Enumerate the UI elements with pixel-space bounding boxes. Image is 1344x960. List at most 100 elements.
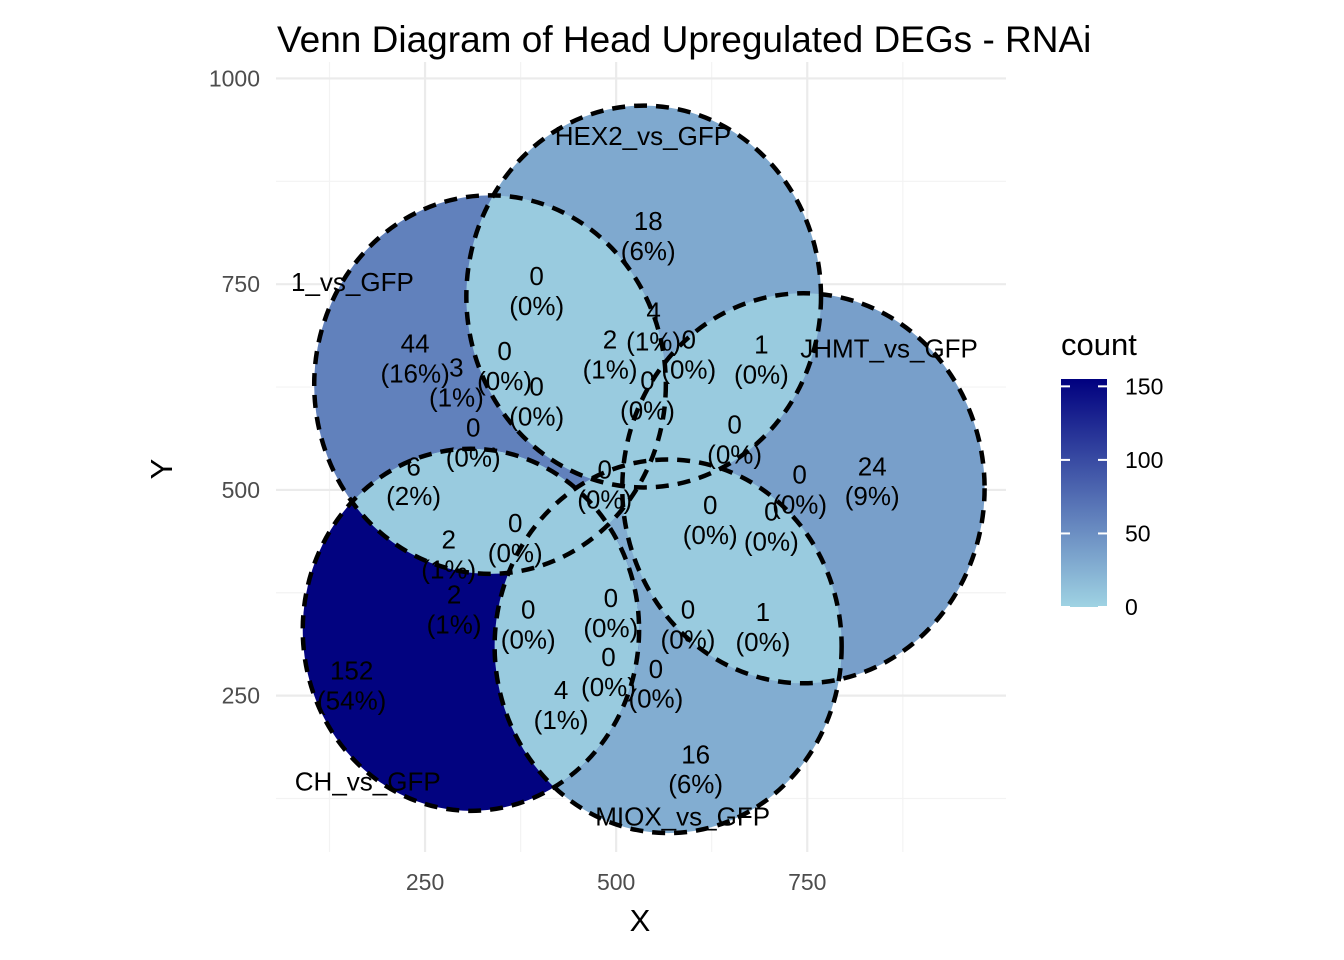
region-count: 0 (682, 325, 696, 355)
region-count: 0 (727, 409, 741, 439)
region-label: 0 (0%) (581, 642, 636, 702)
region-percent: (1%) (429, 382, 484, 412)
region-count: 4 (646, 297, 660, 327)
region-count: 0 (508, 508, 522, 538)
region-label: 24 (9%) (845, 451, 900, 511)
region-percent: (1%) (534, 705, 589, 735)
region-label: 0 (0%) (501, 595, 556, 655)
y-tick-label: 250 (222, 683, 260, 709)
region-count: 4 (554, 675, 568, 705)
set-label: 1_vs_GFP (291, 267, 414, 297)
region-percent: (0%) (628, 684, 683, 714)
region-count: 0 (521, 595, 535, 625)
chart-title: Venn Diagram of Head Upregulated DEGs - … (277, 19, 1091, 60)
region-count: 16 (681, 739, 710, 769)
region-label: 0 (0%) (620, 366, 675, 426)
region-count: 1 (754, 330, 768, 360)
region-label: 3 (1%) (429, 353, 484, 413)
region-percent: (1%) (583, 354, 638, 384)
region-percent: (0%) (509, 291, 564, 321)
region-percent: (0%) (661, 624, 716, 654)
set-label: MIOX_vs_GFP (595, 802, 770, 832)
region-label: 0 (0%) (661, 595, 716, 655)
region-label: 0 (0%) (446, 413, 501, 473)
set-outline-CH_vs_GFP (300, 446, 642, 814)
region-label: 2 (1%) (583, 325, 638, 385)
legend-tick-label: 0 (1125, 594, 1138, 620)
region-count: 0 (640, 366, 654, 396)
region-count: 18 (634, 206, 663, 236)
region-label: 18 (6%) (621, 206, 676, 266)
region-percent: (0%) (581, 672, 636, 702)
legend-tick-label: 150 (1125, 373, 1163, 399)
region-count: 44 (401, 329, 430, 359)
region-label: 0 (0%) (509, 261, 564, 321)
region-percent: (54%) (317, 685, 386, 715)
region-count: 0 (649, 654, 663, 684)
region-count: 2 (442, 525, 456, 555)
region-percent: (1%) (427, 610, 482, 640)
region-label: 0 (0%) (744, 497, 799, 557)
set-outline-JHMT_vs_GFP (620, 290, 987, 686)
region-label: 0 (0%) (707, 409, 762, 469)
region-label: 0 (0%) (488, 508, 543, 568)
region-label: 0 (0%) (772, 460, 827, 520)
y-tick-label: 750 (222, 271, 260, 297)
set-label: HEX2_vs_GFP (555, 121, 731, 151)
region-count: 0 (497, 336, 511, 366)
region-percent: (0%) (661, 354, 716, 384)
region-percent: (0%) (683, 520, 738, 550)
region-count: 0 (604, 583, 618, 613)
region-percent: (0%) (734, 359, 789, 389)
set-outline-1_vs_GFP (311, 193, 669, 577)
x-tick-label: 750 (788, 869, 826, 895)
region-count: 0 (529, 261, 543, 291)
y-tick-label: 1000 (209, 65, 260, 91)
region-count: 2 (603, 325, 617, 355)
region-label: 4 (1%) (626, 297, 681, 357)
region-percent: (6%) (668, 769, 723, 799)
region-label: 1 (0%) (734, 330, 789, 390)
legend-tick-label: 100 (1125, 447, 1163, 473)
region-count: 0 (764, 497, 778, 527)
region-count: 0 (792, 460, 806, 490)
region-count: 152 (330, 655, 373, 685)
region-percent: (0%) (707, 439, 762, 469)
x-axis-label: X (630, 903, 651, 938)
region-label: 44 (16%) (380, 329, 449, 389)
region-percent: (0%) (620, 396, 675, 426)
region-percent: (9%) (845, 481, 900, 511)
region-percent: (0%) (501, 624, 556, 654)
region-label: 1 (0%) (735, 597, 790, 657)
region-percent: (0%) (488, 538, 543, 568)
region-percent: (0%) (744, 526, 799, 556)
region-count: 0 (601, 642, 615, 672)
region-percent: (0%) (509, 401, 564, 431)
legend-title: count (1061, 327, 1137, 362)
y-axis-label: Y (144, 459, 179, 480)
color-legend: count 0 50 100 150 (1061, 327, 1163, 620)
region-percent: (0%) (446, 443, 501, 473)
region-label: 0 (0%) (577, 455, 632, 515)
region-label: 4 (1%) (534, 675, 589, 735)
region-percent: (2%) (386, 481, 441, 511)
region-count: 0 (681, 595, 695, 625)
region-label: 0 (0%) (661, 325, 716, 385)
legend-colorbar (1061, 379, 1107, 607)
region-count: 3 (449, 353, 463, 383)
region-count: 6 (406, 451, 420, 481)
region-label: 0 (0%) (509, 371, 564, 431)
x-tick-label: 250 (406, 869, 444, 895)
region-count: 2 (447, 580, 461, 610)
set-labels: HEX2_vs_GFP JHMT_vs_GFP MIOX_vs_GFP CH_vs_G… (291, 121, 978, 832)
region-label: 0 (0%) (583, 583, 638, 643)
region-label: 0 (0%) (628, 654, 683, 714)
region-percent: (0%) (735, 627, 790, 657)
region-label: 6 (2%) (386, 451, 441, 511)
region-count: 0 (703, 490, 717, 520)
overlap-0-1 (622, 293, 822, 488)
region-label: 152 (54%) (317, 655, 386, 715)
set-label: CH_vs_GFP (295, 766, 441, 796)
region-count: 0 (466, 413, 480, 443)
